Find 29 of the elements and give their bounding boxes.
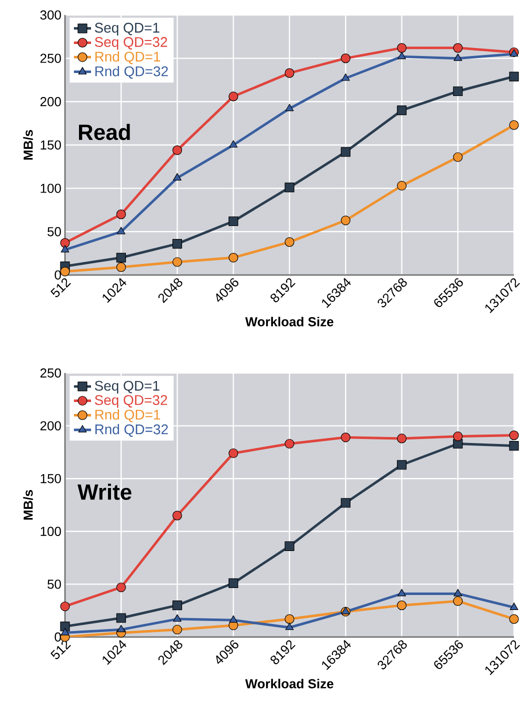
y-tick-label: 100 <box>40 184 61 193</box>
y-tick-label: 150 <box>40 474 61 484</box>
legend-label: Seq QD=1 <box>94 380 160 394</box>
annotation: Write <box>78 484 132 500</box>
x-tick-label: 512 <box>50 278 71 298</box>
y-axis-title: MB/s <box>23 130 33 160</box>
legend-label: Rnd QD=32 <box>95 424 168 437</box>
y-tick-label: 200 <box>40 421 61 430</box>
legend-label: Seq QD=32 <box>94 37 168 50</box>
y-tick-label: 250 <box>40 368 61 378</box>
y-tick-label: 150 <box>40 140 61 150</box>
y-tick-label: 50 <box>48 580 61 589</box>
legend-label: Seq QD=32 <box>94 395 168 408</box>
x-axis-title: Workload Size <box>245 678 334 688</box>
y-tick-label: 300 <box>40 10 61 20</box>
x-axis-title: Workload Size <box>245 316 334 326</box>
y-tick-label: 50 <box>48 227 61 236</box>
x-tick-label: 512 <box>50 640 71 660</box>
y-tick-label: 200 <box>40 97 61 106</box>
legend-label: Rnd QD=32 <box>95 66 168 79</box>
y-tick-label: 100 <box>40 526 61 536</box>
annotation: Read <box>78 124 130 140</box>
y-axis-title: MB/s <box>23 490 33 520</box>
legend-label: Seq QD=1 <box>94 22 160 36</box>
y-tick-label: 0 <box>54 632 61 642</box>
y-tick-label: 0 <box>54 270 61 280</box>
y-tick-label: 250 <box>40 54 61 63</box>
legend-label: Rnd QD=1 <box>95 409 160 422</box>
legend-label: Rnd QD=1 <box>95 51 160 64</box>
